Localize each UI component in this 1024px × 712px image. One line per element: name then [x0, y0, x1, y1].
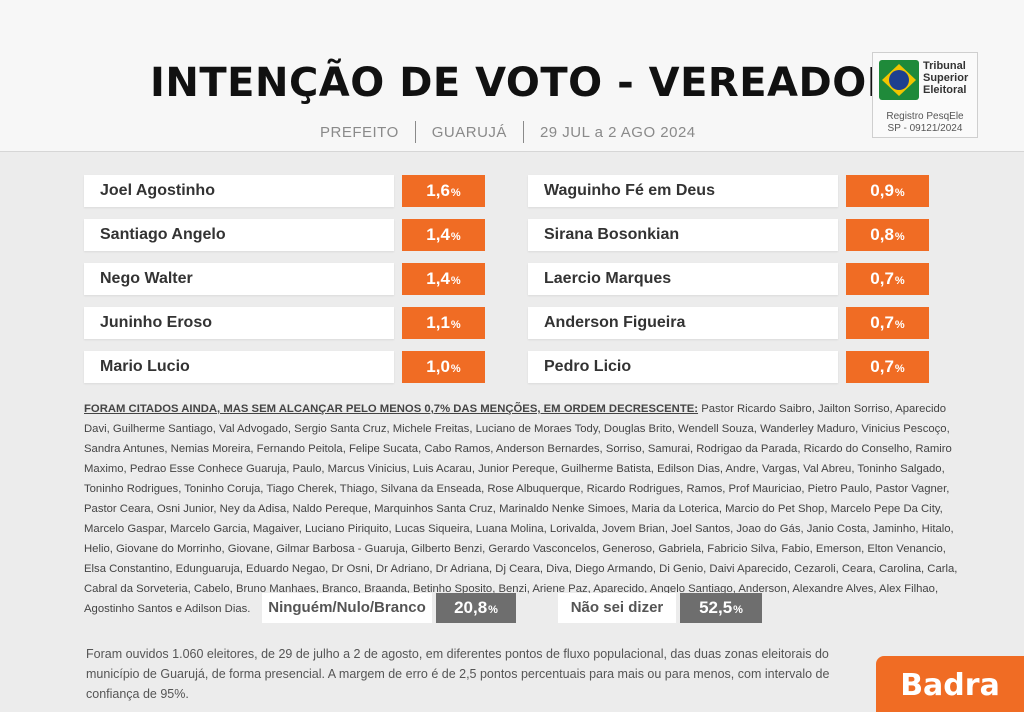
candidate-name: Sirana Bosonkian — [528, 219, 838, 251]
candidate-name: Joel Agostinho — [84, 175, 394, 207]
subtitle-city: GUARUJÁ — [431, 123, 507, 141]
page-title: INTENÇÃO DE VOTO - VEREADOR — [150, 60, 899, 106]
candidate-row: Waguinho Fé em Deus 0,9% — [528, 175, 930, 207]
subtitle-dates: 29 JUL a 2 AGO 2024 — [539, 123, 696, 141]
cited-lead: FORAM CITADOS AINDA, MAS SEM ALCANÇAR PE… — [84, 403, 699, 415]
percent-sign: % — [894, 231, 905, 243]
candidate-row: Nego Walter 1,4% — [84, 263, 486, 295]
tse-registration-stamp: Tribunal Superior Eleitoral Registro Pes… — [872, 52, 978, 138]
tse-org-name: Tribunal Superior Eleitoral — [923, 60, 969, 96]
candidate-row: Laercio Marques 0,7% — [528, 263, 930, 295]
percent-sign: % — [894, 363, 905, 375]
value-label: 0,7 — [870, 313, 894, 332]
subtitle-divider — [414, 121, 416, 143]
candidate-value: 1,1% — [402, 307, 485, 339]
candidate-row: Mario Lucio 1,0% — [84, 351, 486, 383]
cited-names: Pastor Ricardo Saibro, Jailton Sorriso, … — [84, 403, 958, 615]
percent-sign: % — [894, 187, 905, 199]
value-label: 0,7 — [870, 269, 894, 288]
percent-sign: % — [450, 187, 461, 199]
value-label: 1,6 — [426, 181, 450, 200]
candidate-name: Juninho Eroso — [84, 307, 394, 339]
methodology-footnote: Foram ouvidos 1.060 eleitores, de 29 de … — [86, 647, 830, 701]
value-label: 20,8 — [454, 598, 488, 617]
percent-sign: % — [894, 275, 905, 287]
subtitle: PREFEITO GUARUJÁ 29 JUL a 2 AGO 2024 — [320, 121, 696, 143]
candidate-value: 0,7% — [846, 351, 929, 383]
subtitle-divider — [522, 121, 524, 143]
candidate-row: Pedro Licio 0,7% — [528, 351, 930, 383]
candidate-row: Anderson Figueira 0,7% — [528, 307, 930, 339]
percent-sign: % — [450, 275, 461, 287]
none-null-blank-label: Ninguém/Nulo/Branco — [262, 593, 432, 623]
candidate-name: Pedro Licio — [528, 351, 838, 383]
none-null-blank-value: 20,8% — [436, 593, 516, 623]
candidate-name: Mario Lucio — [84, 351, 394, 383]
cited-candidates-paragraph: FORAM CITADOS AINDA, MAS SEM ALCANÇAR PE… — [84, 399, 964, 619]
percent-sign: % — [733, 604, 743, 616]
tse-logo-icon — [879, 60, 919, 100]
value-label: 1,1 — [426, 313, 450, 332]
candidate-value: 1,0% — [402, 351, 485, 383]
candidate-name: Waguinho Fé em Deus — [528, 175, 838, 207]
candidate-name: Santiago Angelo — [84, 219, 394, 251]
page-header — [0, 0, 1024, 152]
value-label: 0,8 — [870, 225, 894, 244]
subtitle-office: PREFEITO — [320, 123, 399, 141]
percent-sign: % — [450, 319, 461, 331]
candidate-value: 0,7% — [846, 263, 929, 295]
candidate-row: Joel Agostinho 1,6% — [84, 175, 486, 207]
dont-know-value: 52,5% — [680, 593, 762, 623]
candidate-name: Laercio Marques — [528, 263, 838, 295]
candidate-value: 0,8% — [846, 219, 929, 251]
candidate-row: Juninho Eroso 1,1% — [84, 307, 486, 339]
candidate-name: Nego Walter — [84, 263, 394, 295]
candidate-value: 0,9% — [846, 175, 929, 207]
value-label: 0,7 — [870, 357, 894, 376]
value-label: 1,4 — [426, 269, 450, 288]
percent-sign: % — [488, 604, 498, 616]
dont-know-label: Não sei dizer — [558, 593, 676, 623]
candidate-row: Sirana Bosonkian 0,8% — [528, 219, 930, 251]
candidate-value: 1,4% — [402, 219, 485, 251]
candidate-name: Anderson Figueira — [528, 307, 838, 339]
candidate-value: 1,4% — [402, 263, 485, 295]
value-label: 1,0 — [426, 357, 450, 376]
value-label: 1,4 — [426, 225, 450, 244]
tse-registration-number: Registro PesqEle SP - 09121/2024 — [886, 111, 964, 134]
badra-logo: Badra — [876, 656, 1024, 712]
percent-sign: % — [894, 319, 905, 331]
value-label: 52,5 — [699, 598, 733, 617]
percent-sign: % — [450, 231, 461, 243]
value-label: 0,9 — [870, 181, 894, 200]
candidate-row: Santiago Angelo 1,4% — [84, 219, 486, 251]
candidate-value: 0,7% — [846, 307, 929, 339]
candidate-value: 1,6% — [402, 175, 485, 207]
percent-sign: % — [450, 363, 461, 375]
